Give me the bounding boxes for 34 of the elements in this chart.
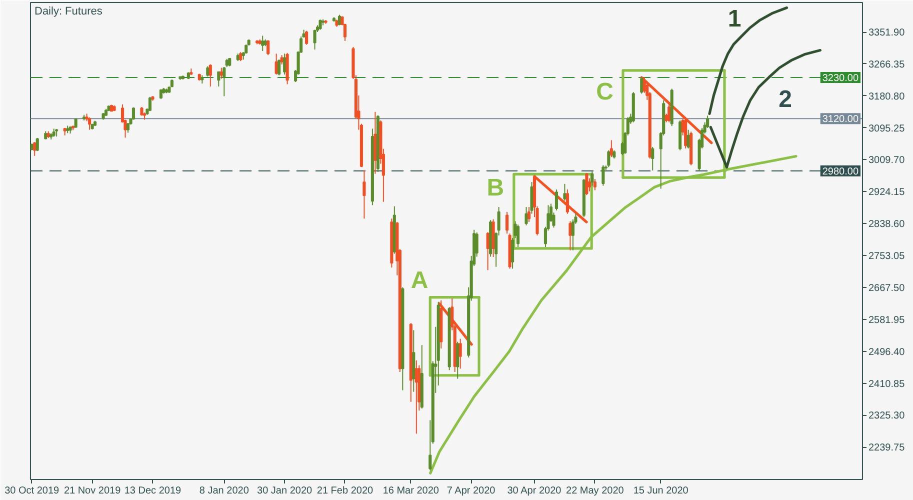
y-tick-label: 2410.85 <box>868 378 906 390</box>
y-tick-label: 2838.60 <box>868 219 906 230</box>
x-tick-label: 22 May 2020 <box>566 486 624 496</box>
x-tick-label: 15 Jun 2020 <box>633 486 689 496</box>
y-tick-label: 3009.70 <box>868 155 906 166</box>
x-tick-label: 8 Jan 2020 <box>199 486 250 496</box>
ref-line-label: 3230.00 <box>822 73 859 84</box>
annotation: A <box>410 266 428 294</box>
y-tick-label: 3180.80 <box>868 91 906 102</box>
x-tick-label: 21 Feb 2020 <box>316 486 374 496</box>
annotation: 2 <box>778 86 792 114</box>
y-tick-label: 2325.30 <box>868 410 906 422</box>
y-tick-label: 2239.75 <box>868 442 906 454</box>
x-tick-label: 21 Nov 2019 <box>64 486 122 496</box>
ref-line-label: 3120.00 <box>822 114 859 126</box>
x-tick-label: 7 Apr 2020 <box>446 486 496 496</box>
y-tick-label: 2581.95 <box>868 314 906 326</box>
y-tick-label: 3095.25 <box>868 123 906 134</box>
x-tick-label: 16 Mar 2020 <box>382 486 440 496</box>
ref-line-label: 2980.00 <box>822 166 859 178</box>
y-tick-label: 2753.05 <box>868 251 906 262</box>
chart-title: Daily: Futures <box>34 6 103 18</box>
annotation: 1 <box>728 6 742 33</box>
annotation: B <box>486 174 504 202</box>
y-tick-label: 3351.90 <box>868 28 906 39</box>
y-tick-label: 2496.40 <box>868 346 906 358</box>
y-tick-label: 2667.50 <box>868 282 906 294</box>
y-tick-label: 3266.35 <box>868 59 906 70</box>
y-tick-label: 2924.15 <box>868 187 906 198</box>
annotation: C <box>596 78 614 106</box>
x-tick-label: 30 Oct 2019 <box>4 486 60 496</box>
x-tick-label: 30 Apr 2020 <box>507 486 562 496</box>
x-tick-label: 30 Jan 2020 <box>257 486 313 496</box>
x-tick-label: 13 Dec 2019 <box>124 486 182 496</box>
